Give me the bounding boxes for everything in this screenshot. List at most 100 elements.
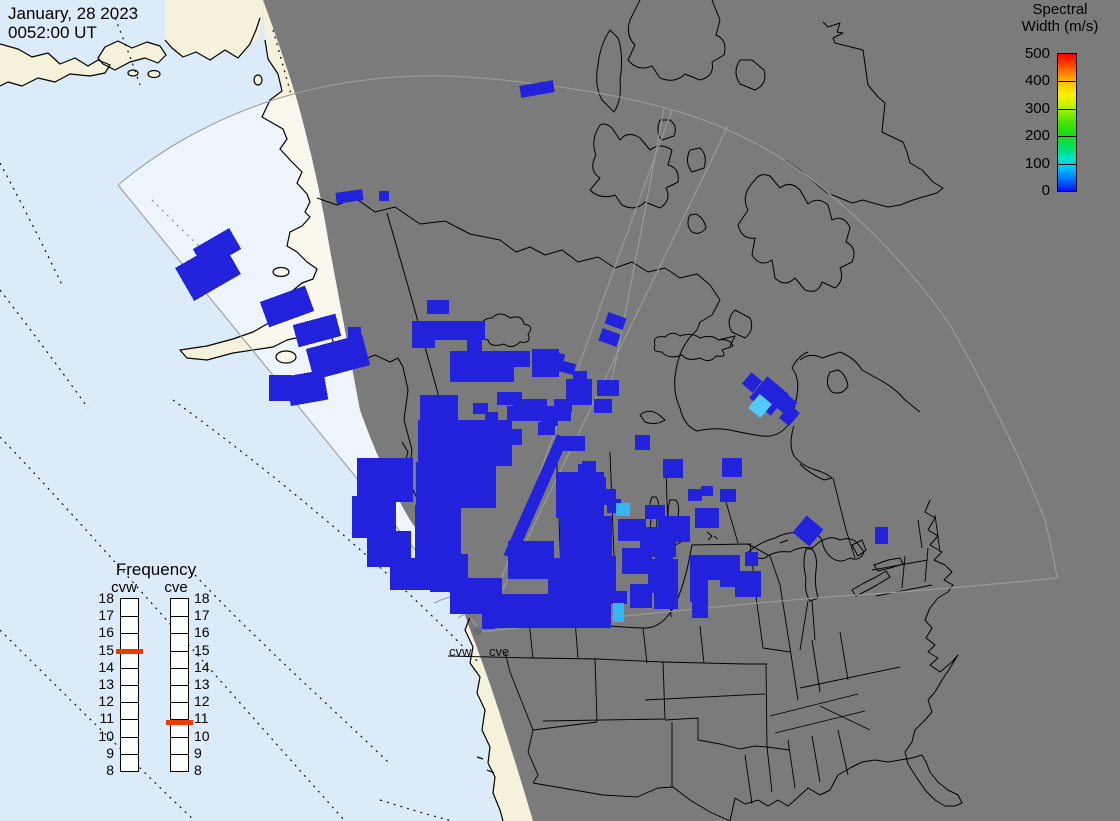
echo-cell: [175, 241, 241, 301]
echo-cell: [473, 403, 488, 414]
echo-cell: [415, 505, 461, 563]
day-coastlines: [0, 17, 504, 821]
echo-cell: [597, 380, 619, 396]
echo-cell: [695, 508, 719, 528]
echo-cell: [433, 321, 485, 340]
echo-cell: [513, 399, 547, 421]
echo-cell: [690, 578, 708, 602]
echo-cell: [519, 80, 555, 98]
echo-cell: [467, 338, 482, 352]
echo-cell: [595, 477, 606, 489]
echo-cell: [508, 541, 554, 579]
freq-tick-label: 15: [98, 641, 114, 658]
freq-marker-cvw: [116, 649, 143, 655]
freq-scale-segment: [171, 753, 188, 771]
colorbar-segment-line: [1058, 108, 1076, 110]
echo-cell: [450, 351, 514, 382]
colorbar-tick-label: 500: [1024, 45, 1050, 62]
radar-echo-cells: [175, 80, 888, 629]
freq-scale-segment: [121, 599, 138, 616]
echo-cell: [427, 300, 449, 314]
echo-cell: [622, 548, 652, 574]
freq-scale-segment: [171, 599, 188, 616]
freq-tick-label: 13: [98, 676, 114, 692]
echo-cell: [720, 489, 736, 502]
colorbar-title-line2: Width (m/s): [1021, 17, 1099, 35]
freq-tick-label: 8: [106, 762, 114, 778]
echo-cell: [292, 313, 342, 348]
freq-scale-segment: [121, 702, 138, 719]
echo-cell: [875, 527, 888, 544]
echo-cell: [582, 461, 596, 473]
radar-site-dot: [473, 626, 483, 636]
echo-cell: [745, 552, 758, 566]
freq-scale-segment: [171, 719, 188, 736]
map-label-cvw: cvw: [449, 644, 472, 659]
freq-tick-label: 10: [194, 727, 210, 744]
echo-cell: [563, 436, 585, 451]
freq-tick-label: 8: [194, 762, 202, 778]
echo-cell: [692, 600, 708, 618]
freq-tick-label: 16: [194, 624, 210, 641]
echo-cell: [594, 399, 612, 413]
echo-cell: [390, 558, 430, 590]
colorbar-tick-label: 400: [1024, 72, 1050, 90]
echo-cell: [305, 334, 371, 380]
freq-tick-label: 11: [99, 710, 114, 727]
freq-tick-label: 12: [98, 693, 114, 710]
freq-tick-label: 14: [98, 658, 114, 675]
freq-scale-segment: [121, 667, 138, 685]
freq-scale-segment: [171, 667, 188, 685]
echo-cell: [560, 516, 612, 560]
freq-tick-label: 10: [98, 727, 114, 744]
echo-cell: [573, 371, 587, 382]
date-label: January, 28 2023: [8, 4, 139, 23]
colorbar-tick-label: 0: [1041, 182, 1050, 199]
freq-tick-label: 17: [194, 607, 210, 624]
freq-scale-bar-cvw: [120, 598, 139, 772]
echo-cell: [554, 399, 572, 412]
freq-scale-segment: [121, 633, 138, 650]
echo-cell: [412, 321, 435, 348]
echo-cell: [604, 312, 627, 330]
freq-tick-label: 12: [194, 693, 210, 710]
freq-scale-segment: [171, 736, 188, 754]
echo-cell: [630, 584, 652, 608]
echo-cell: [416, 462, 496, 508]
echo-cell: [654, 589, 678, 609]
echo-cell: [779, 404, 800, 427]
freq-scale-segment: [121, 616, 138, 633]
echo-cell: [663, 459, 683, 478]
echo-cell: [616, 503, 630, 516]
timestamp: January, 28 2023 0052:00 UT: [8, 4, 138, 42]
echo-cell: [792, 515, 824, 547]
freq-scale-segment: [121, 684, 138, 702]
freq-tick-label: 11: [194, 710, 209, 727]
echo-cell: [379, 191, 389, 201]
echo-cell: [600, 489, 616, 505]
freq-tick-label: 18: [98, 590, 114, 606]
freq-column-label-cve: cve: [164, 579, 188, 596]
freq-tick-label: 9: [106, 744, 114, 761]
freq-scale-segment: [171, 633, 188, 650]
freq-scale-segment: [171, 684, 188, 702]
freq-scale-segment: [171, 616, 188, 633]
echo-cell: [574, 556, 616, 602]
freq-scale-segment: [171, 702, 188, 719]
echo-cell: [655, 557, 673, 576]
freq-scale-segment: [121, 719, 138, 736]
time-label: 0052:00 UT: [8, 23, 97, 43]
freq-column-label-cvw: cvw: [111, 579, 137, 596]
freq-tick-label: 9: [194, 744, 202, 761]
echo-cell: [503, 434, 569, 560]
echo-cell: [482, 612, 495, 629]
echo-cell: [565, 600, 611, 628]
freq-scale-segment: [121, 753, 138, 771]
echo-cell: [618, 519, 646, 541]
echo-cell: [613, 603, 624, 622]
colorbar-segment-line: [1058, 136, 1076, 138]
echo-cell: [485, 412, 498, 423]
colorbar-tick-label: 100: [1024, 154, 1050, 172]
night-region: [263, 0, 1120, 821]
